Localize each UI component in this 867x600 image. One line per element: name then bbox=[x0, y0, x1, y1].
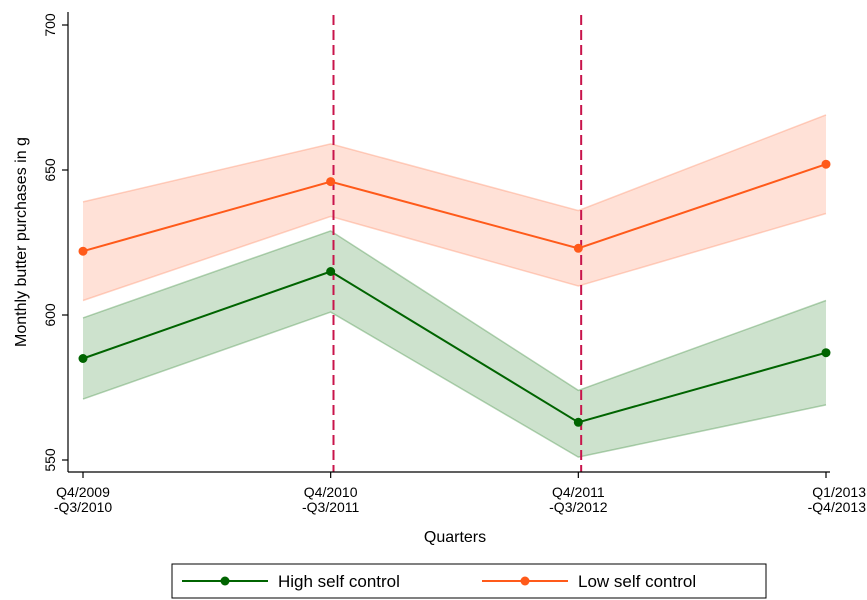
x-tick-label-0-1: -Q3/2010 bbox=[54, 499, 113, 515]
series-points bbox=[78, 159, 831, 427]
legend: High self control Low self control bbox=[171, 563, 767, 599]
axes bbox=[67, 12, 830, 473]
y-tick-label-650: 650 bbox=[42, 158, 58, 182]
x-axis-title: Quarters bbox=[424, 529, 486, 546]
legend-label-high: High self control bbox=[278, 572, 400, 591]
x-tick-label-3-1: -Q4/2013 bbox=[808, 499, 867, 515]
x-tick-label-2-1: -Q3/2012 bbox=[549, 499, 608, 515]
x-ticks: Q4/2009-Q3/2010 Q4/2010-Q3/2011 Q4/2011-Q3… bbox=[54, 472, 866, 515]
data-point-1-1 bbox=[326, 177, 336, 187]
series-line-1 bbox=[82, 163, 827, 253]
data-point-1-2 bbox=[573, 243, 583, 253]
x-tick-label-1-0: Q4/2010 bbox=[304, 484, 358, 500]
confidence-band-0 bbox=[83, 230, 826, 458]
x-tick-label-3-0: Q1/2013 bbox=[812, 484, 866, 500]
x-tick-label-1-1: -Q3/2011 bbox=[302, 499, 360, 515]
data-point-1-3 bbox=[821, 159, 831, 169]
x-tick-label-0-0: Q4/2009 bbox=[56, 484, 110, 500]
y-ticks: 550 600 650 700 bbox=[42, 13, 68, 472]
band-upper-edge-0 bbox=[82, 230, 827, 392]
band-lower-edge-0 bbox=[82, 311, 827, 458]
reference-lines bbox=[332, 15, 583, 472]
band-upper-edge-1 bbox=[82, 114, 827, 212]
x-tick-label-2-0: Q4/2011 bbox=[552, 484, 605, 500]
data-point-0-3 bbox=[821, 348, 831, 358]
y-tick-label-600: 600 bbox=[42, 303, 58, 327]
y-tick-label-700: 700 bbox=[42, 13, 58, 37]
y-axis-title: Monthly butter purchases in g bbox=[13, 137, 30, 347]
legend-box bbox=[171, 563, 767, 599]
data-point-0-1 bbox=[326, 267, 336, 276]
data-point-0-2 bbox=[573, 417, 583, 427]
series-line-0 bbox=[82, 270, 827, 424]
legend-marker-high bbox=[220, 576, 230, 586]
series-lines bbox=[82, 163, 827, 424]
band-lower-edge-1 bbox=[82, 212, 827, 302]
confidence-band-1 bbox=[83, 114, 826, 301]
legend-marker-low bbox=[520, 576, 530, 586]
data-point-1-0 bbox=[78, 246, 88, 256]
data-point-0-0 bbox=[78, 354, 88, 363]
legend-label-low: Low self control bbox=[578, 572, 696, 591]
confidence-bands bbox=[82, 114, 827, 458]
y-tick-label-550: 550 bbox=[42, 448, 58, 472]
